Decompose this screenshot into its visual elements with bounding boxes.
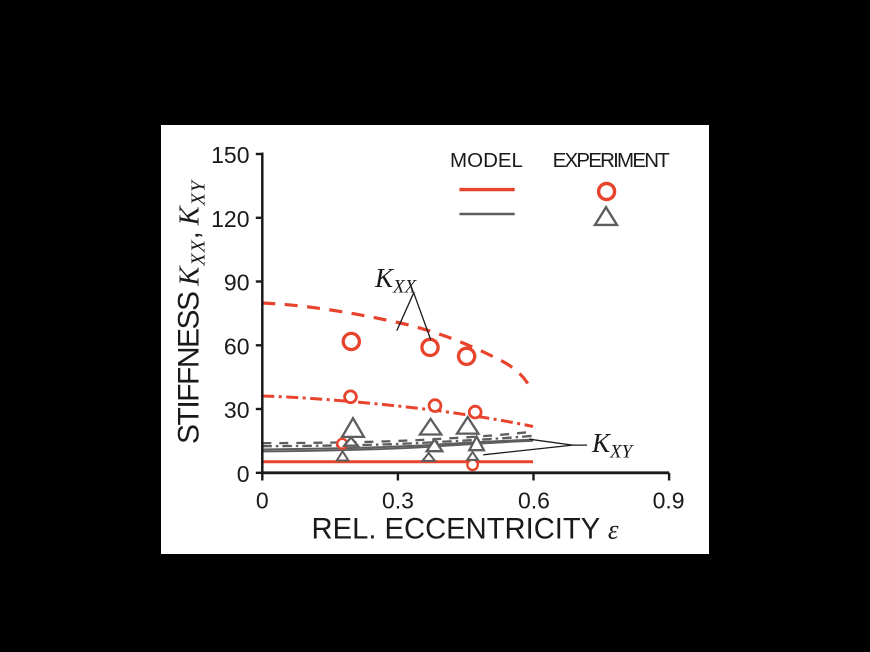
svg-text:0.3: 0.3 — [382, 487, 414, 513]
svg-text:0: 0 — [256, 487, 269, 513]
svg-text:0.6: 0.6 — [518, 487, 550, 513]
svg-text:REL. ECCENTRICITY ε: REL. ECCENTRICITY ε — [312, 514, 619, 546]
svg-text:90: 90 — [224, 270, 250, 296]
svg-text:0: 0 — [237, 461, 250, 487]
svg-text:120: 120 — [211, 206, 249, 232]
svg-text:MODEL: MODEL — [450, 149, 523, 172]
svg-text:STIFFNESS KXX, KXY: STIFFNESS KXX, KXY — [173, 179, 210, 444]
svg-text:60: 60 — [224, 333, 250, 359]
svg-text:EXPERIMENT: EXPERIMENT — [553, 149, 671, 172]
svg-text:30: 30 — [224, 397, 250, 423]
svg-text:0.9: 0.9 — [653, 487, 685, 513]
svg-text:150: 150 — [211, 142, 249, 168]
